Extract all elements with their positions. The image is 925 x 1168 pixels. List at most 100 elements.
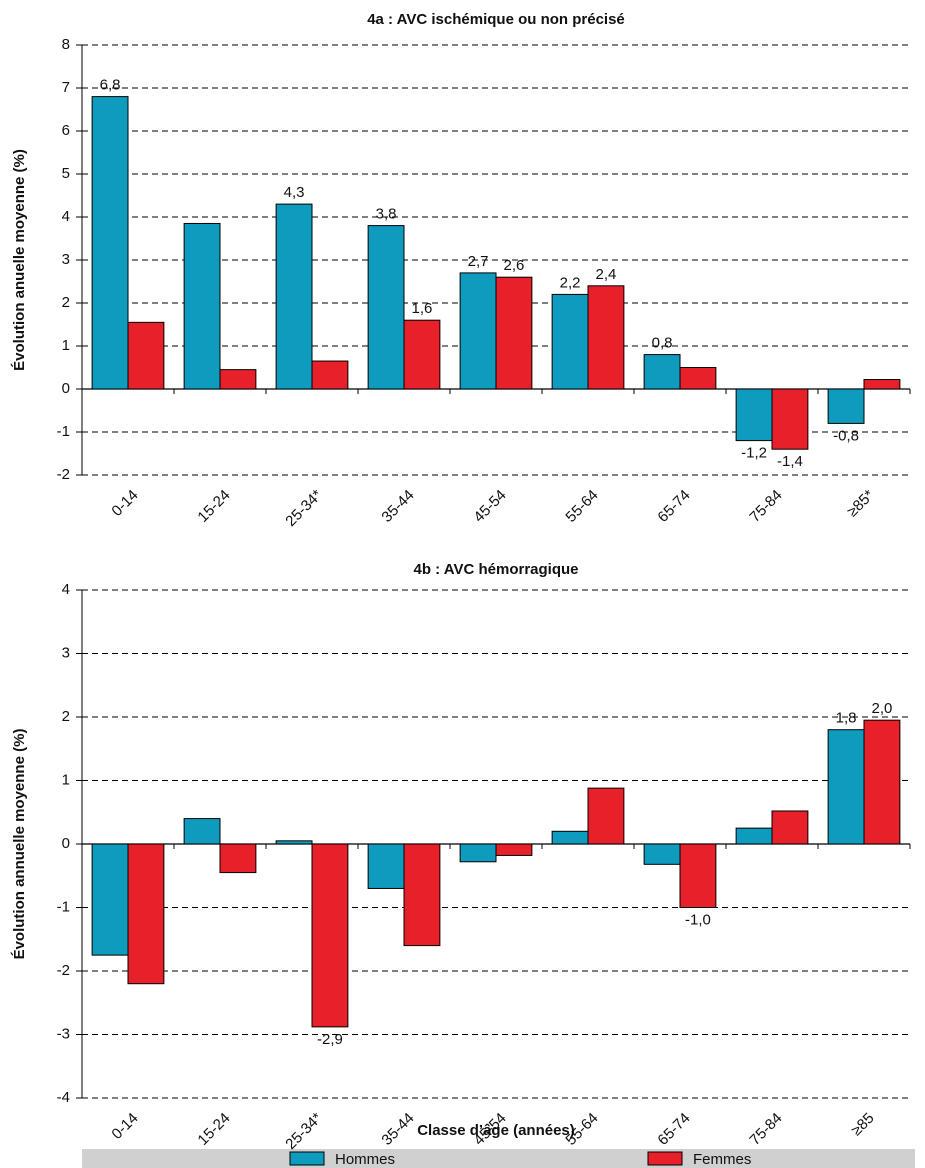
y-axis-label: Évolution annuelle moyenne (%) [11, 729, 28, 960]
y-tick-label: 3 [62, 644, 70, 661]
y-tick-label: 1 [62, 771, 70, 788]
bar [587, 285, 625, 390]
value-label: 3,8 [376, 206, 397, 223]
x-tick-label: 75-84 [746, 1110, 785, 1149]
value-label: 2,7 [468, 253, 489, 270]
bar [735, 388, 773, 442]
y-tick-label: 3 [62, 251, 70, 268]
bar [643, 843, 681, 865]
bar [219, 369, 257, 390]
x-tick-label: 15-24 [194, 487, 233, 526]
bar [827, 388, 865, 424]
x-tick-label: 75-84 [746, 487, 785, 526]
bar [127, 321, 165, 390]
value-label: 4,3 [284, 184, 305, 201]
value-label: 1,8 [836, 710, 857, 727]
y-tick-label: 6 [62, 122, 70, 139]
bar [459, 272, 497, 390]
value-label: 0,8 [652, 335, 673, 352]
bar [91, 96, 129, 390]
bar [127, 843, 165, 985]
value-label: -1,4 [777, 453, 803, 470]
bar [587, 787, 625, 845]
y-tick-label: 0 [62, 380, 70, 397]
value-label: -2,9 [317, 1031, 343, 1048]
y-tick-label: -1 [57, 423, 70, 440]
bar [219, 843, 257, 874]
bar [495, 843, 533, 856]
x-tick-label: 55-64 [562, 487, 601, 526]
bar [679, 367, 717, 390]
legend-swatch [289, 1151, 325, 1166]
x-tick-label: 15-24 [194, 1110, 233, 1149]
legend-swatch [647, 1151, 683, 1166]
y-tick-label: 4 [62, 581, 70, 598]
x-tick-label: 0-14 [108, 487, 141, 520]
x-tick-label: 65-74 [654, 1110, 693, 1149]
value-label: 2,6 [504, 257, 525, 274]
y-tick-label: -4 [57, 1089, 70, 1106]
x-tick-label: 25-34* [282, 487, 325, 530]
bar [275, 203, 313, 390]
y-axis-label: Évolution anuelle moyenne (%) [11, 149, 28, 371]
chart-title: 4b : AVC hémorragique [413, 561, 578, 578]
bar [403, 843, 441, 947]
y-tick-label: -1 [57, 898, 70, 915]
bar [91, 843, 129, 956]
y-tick-label: 2 [62, 294, 70, 311]
bar [367, 225, 405, 390]
bar [827, 729, 865, 845]
x-tick-label: 65-74 [654, 487, 693, 526]
bar [771, 388, 809, 450]
value-label: 1,6 [412, 300, 433, 317]
y-tick-label: 1 [62, 337, 70, 354]
y-tick-label: 4 [62, 208, 70, 225]
x-axis-label: Classe d’âge (années) [417, 1122, 575, 1139]
x-tick-label: ≥85* [844, 487, 878, 521]
y-tick-label: 7 [62, 79, 70, 96]
bar [679, 843, 717, 908]
y-tick-label: -2 [57, 962, 70, 979]
x-tick-label: 45-54 [470, 487, 509, 526]
bar [275, 840, 313, 845]
bar [735, 827, 773, 845]
value-label: -1,2 [741, 445, 767, 462]
bar [643, 354, 681, 390]
bar [551, 293, 589, 390]
y-tick-label: 5 [62, 165, 70, 182]
x-tick-label: 0-14 [108, 1110, 141, 1143]
y-tick-label: -3 [57, 1025, 70, 1042]
bar [183, 818, 221, 845]
bar [771, 810, 809, 845]
y-tick-label: 8 [62, 36, 70, 53]
x-tick-label: ≥85 [848, 1110, 878, 1140]
bar [367, 843, 405, 889]
value-label: 6,8 [100, 77, 121, 94]
bar [311, 360, 349, 390]
bar [863, 719, 901, 845]
value-label: 2,2 [560, 274, 581, 291]
bar [863, 379, 901, 390]
bar [459, 843, 497, 863]
legend-label: Hommes [335, 1151, 395, 1168]
bar [551, 830, 589, 845]
value-label: -1,0 [685, 911, 711, 928]
y-tick-label: 2 [62, 708, 70, 725]
chart-title: 4a : AVC ischémique ou non précisé [367, 11, 625, 28]
x-tick-label: 25-34* [282, 1110, 325, 1153]
y-tick-label: -2 [57, 466, 70, 483]
value-label: 2,0 [872, 700, 893, 717]
bar [183, 222, 221, 390]
y-tick-label: 0 [62, 835, 70, 852]
value-label: 2,4 [596, 266, 617, 283]
legend-label: Femmes [693, 1151, 751, 1168]
value-label: -0,8 [833, 427, 859, 444]
bar [495, 276, 533, 390]
x-tick-label: 35-44 [378, 1110, 417, 1149]
bar [311, 843, 349, 1028]
bar [403, 319, 441, 390]
x-tick-label: 35-44 [378, 487, 417, 526]
legend-box [82, 1149, 915, 1168]
